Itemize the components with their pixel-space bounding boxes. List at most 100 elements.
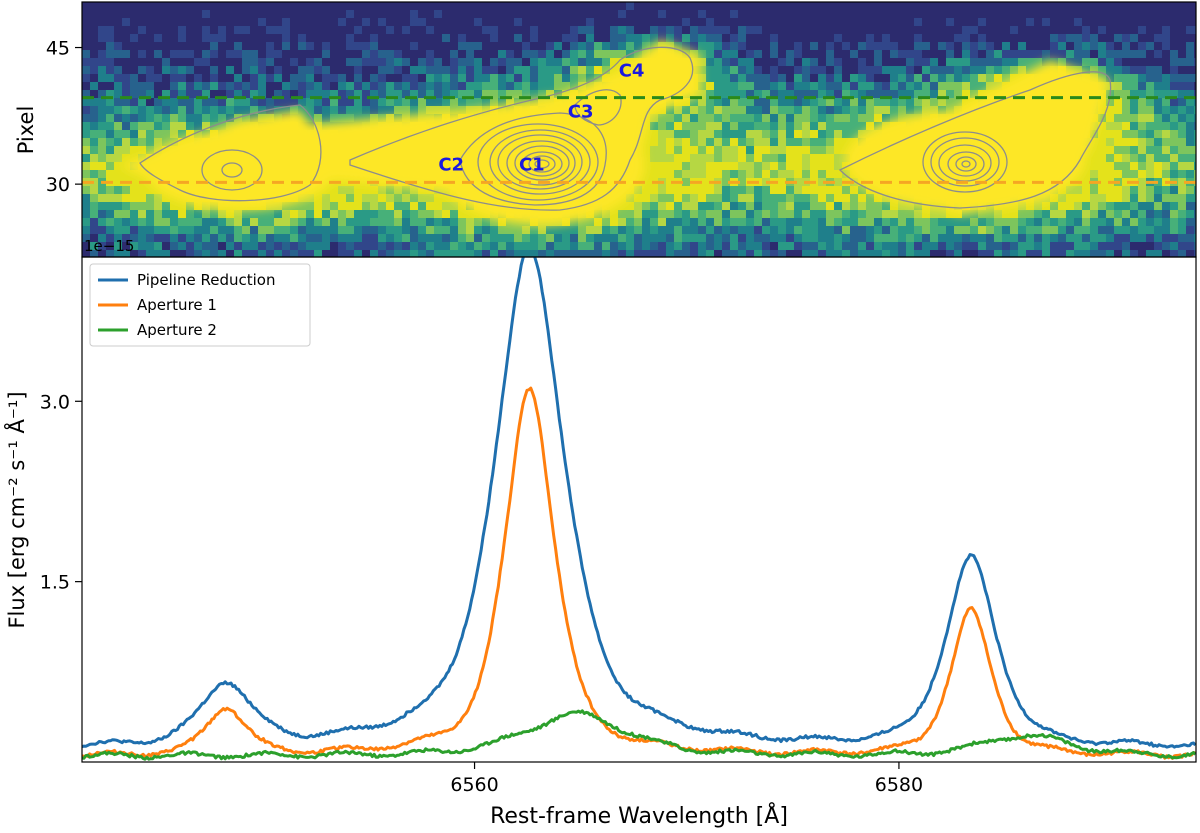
heatmap-cell xyxy=(426,74,435,83)
heatmap-cell xyxy=(258,98,267,107)
heatmap-cell xyxy=(1034,2,1043,11)
heatmap-cell xyxy=(1026,250,1035,257)
heatmap-cell xyxy=(1130,186,1139,195)
heatmap-cell xyxy=(258,250,267,257)
heatmap-cell xyxy=(986,74,995,83)
heatmap-cell xyxy=(802,146,811,155)
heatmap-cell xyxy=(202,10,211,19)
heatmap-cell xyxy=(690,226,699,235)
heatmap-cell xyxy=(898,106,907,115)
heatmap-cell xyxy=(698,162,707,171)
heatmap-cell xyxy=(338,74,347,83)
heatmap-cell xyxy=(650,114,659,123)
heatmap-cell xyxy=(82,154,91,163)
heatmap-cell xyxy=(322,82,331,91)
heatmap-cell xyxy=(1074,50,1083,59)
heatmap-cell xyxy=(1074,202,1083,211)
heatmap-cell xyxy=(106,42,115,51)
heatmap-cell xyxy=(882,90,891,99)
heatmap-cell xyxy=(1194,218,1196,227)
heatmap-cell xyxy=(362,74,371,83)
heatmap-cell xyxy=(602,58,611,67)
heatmap-cell xyxy=(754,66,763,75)
heatmap-cell xyxy=(970,90,979,99)
heatmap-cell xyxy=(666,250,675,257)
heatmap-cell xyxy=(1042,2,1051,11)
heatmap-cell xyxy=(858,242,867,251)
heatmap-cell xyxy=(746,50,755,59)
heatmap-cell xyxy=(418,10,427,19)
heatmap-cell xyxy=(202,98,211,107)
heatmap-cell xyxy=(842,114,851,123)
heatmap-cell xyxy=(234,42,243,51)
heatmap-cell xyxy=(210,18,219,27)
heatmap-cell xyxy=(386,250,395,257)
heatmap-cell xyxy=(114,2,123,11)
heatmap-cell xyxy=(666,218,675,227)
heatmap-cell xyxy=(754,226,763,235)
heatmap-cell xyxy=(818,210,827,219)
heatmap-cell xyxy=(418,50,427,59)
heatmap-cell xyxy=(658,250,667,257)
heatmap-cell xyxy=(514,18,523,27)
heatmap-cell xyxy=(234,2,243,11)
heatmap-cell xyxy=(146,42,155,51)
heatmap-cell xyxy=(642,242,651,251)
heatmap-cell xyxy=(946,34,955,43)
heatmap-cell xyxy=(82,162,91,171)
heatmap-cell xyxy=(698,114,707,123)
heatmap-cell xyxy=(634,10,643,19)
heatmap-cell xyxy=(778,242,787,251)
heatmap-cell xyxy=(538,2,547,11)
heatmap-cell xyxy=(458,234,467,243)
heatmap-cell xyxy=(602,10,611,19)
heatmap-cell xyxy=(946,226,955,235)
heatmap-cell xyxy=(234,10,243,19)
heatmap-cell xyxy=(442,50,451,59)
heatmap-cell xyxy=(370,226,379,235)
heatmap-cell xyxy=(1194,154,1196,163)
heatmap-cell xyxy=(1002,250,1011,257)
heatmap-cell xyxy=(234,218,243,227)
heatmap-cell xyxy=(410,26,419,35)
heatmap-cell xyxy=(1162,210,1171,219)
heatmap-cell xyxy=(306,114,315,123)
heatmap-cell xyxy=(130,154,139,163)
heatmap-cell xyxy=(1090,34,1099,43)
heatmap-cell xyxy=(714,90,723,99)
heatmap-cell xyxy=(618,250,627,257)
heatmap-cell xyxy=(1170,242,1179,251)
heatmap-cell xyxy=(394,82,403,91)
heatmap-cell xyxy=(714,2,723,11)
heatmap-cell xyxy=(818,218,827,227)
heatmap-cell xyxy=(138,226,147,235)
heatmap-cell xyxy=(162,122,171,131)
heatmap-cell xyxy=(242,106,251,115)
heatmap-cell xyxy=(1138,218,1147,227)
heatmap-cell xyxy=(562,82,571,91)
heatmap-cell xyxy=(426,106,435,115)
heatmap-cell xyxy=(554,90,563,99)
heatmap-cell xyxy=(986,58,995,67)
heatmap-cell xyxy=(986,34,995,43)
heatmap-cell xyxy=(802,2,811,11)
heatmap-cell xyxy=(1170,210,1179,219)
heatmap-cell xyxy=(946,58,955,67)
heatmap-cell xyxy=(314,210,323,219)
contour-c1-1 xyxy=(477,123,599,201)
heatmap-cell xyxy=(722,98,731,107)
heatmap-cell xyxy=(1058,186,1067,195)
heatmap-cell xyxy=(82,226,91,235)
heatmap-cell xyxy=(138,114,147,123)
heatmap-cell xyxy=(274,98,283,107)
heatmap-cell xyxy=(1042,250,1051,257)
heatmap-cell xyxy=(98,146,107,155)
heatmap-cell xyxy=(1066,210,1075,219)
heatmap-cell xyxy=(322,114,331,123)
heatmap-cell xyxy=(1162,226,1171,235)
heatmap-cell xyxy=(706,114,715,123)
heatmap-cell xyxy=(546,82,555,91)
heatmap-cell xyxy=(138,242,147,251)
heatmap-cell xyxy=(386,106,395,115)
heatmap-cell xyxy=(98,194,107,203)
